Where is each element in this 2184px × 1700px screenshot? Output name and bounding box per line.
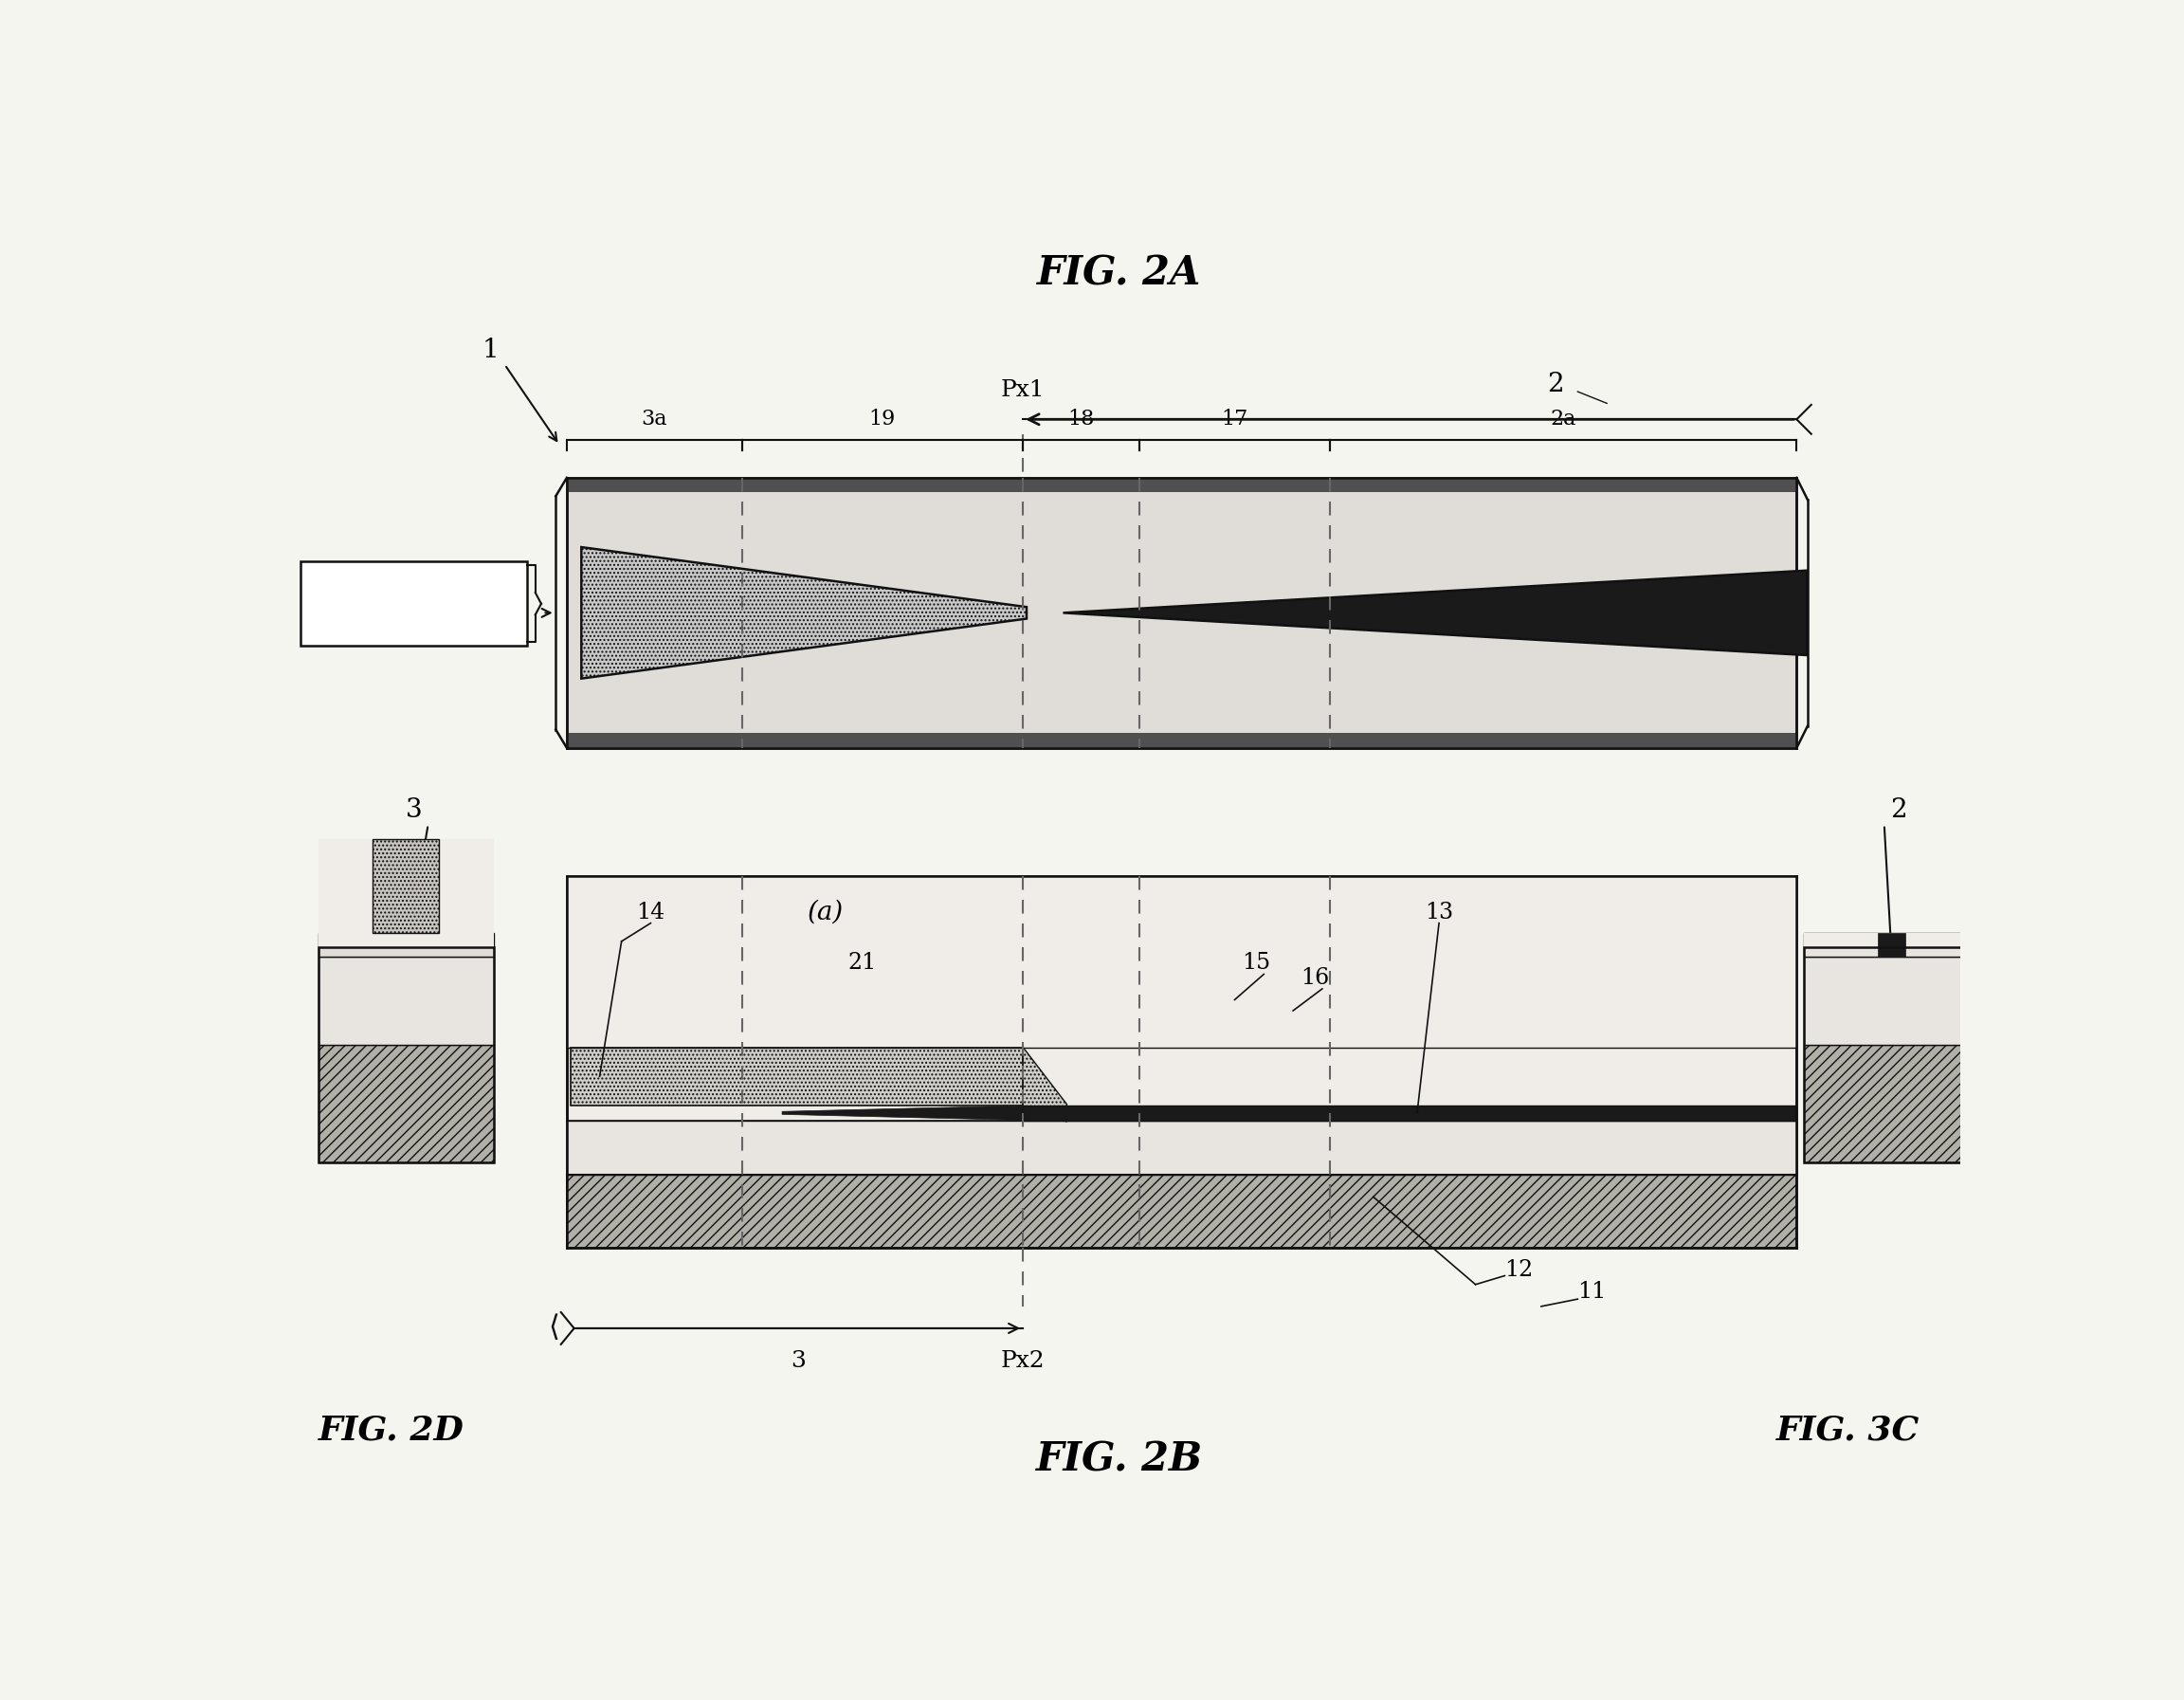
- Bar: [1804, 933, 1979, 947]
- Text: FIG. 3C: FIG. 3C: [1776, 1414, 1920, 1447]
- Bar: [319, 838, 494, 947]
- Text: ⟨: ⟨: [548, 1314, 559, 1343]
- Bar: [319, 933, 494, 957]
- Bar: [568, 876, 1797, 1248]
- Bar: [1804, 1046, 1979, 1163]
- Bar: [1804, 947, 1979, 1163]
- Bar: [319, 947, 494, 1163]
- Bar: [570, 1047, 1022, 1105]
- Text: 18: 18: [1068, 410, 1094, 430]
- Text: FIG. 2B: FIG. 2B: [1035, 1440, 1203, 1479]
- Bar: [319, 957, 494, 1046]
- Text: FIG. 2D: FIG. 2D: [319, 1414, 465, 1447]
- Bar: [568, 478, 1797, 748]
- Text: Px2: Px2: [1000, 1350, 1046, 1372]
- Bar: [568, 876, 1797, 1047]
- Text: OPTICAL FIBER: OPTICAL FIBER: [347, 607, 478, 622]
- Bar: [1878, 933, 1904, 957]
- Text: 14: 14: [636, 901, 666, 923]
- Bar: [1804, 957, 1979, 1046]
- Text: 2: 2: [1548, 372, 1564, 398]
- Polygon shape: [1022, 1047, 1066, 1122]
- Text: Px1: Px1: [1000, 379, 1044, 401]
- Polygon shape: [1064, 571, 1806, 654]
- Bar: [301, 561, 526, 646]
- Text: 2a: 2a: [1551, 410, 1577, 430]
- Text: 11: 11: [1577, 1280, 1607, 1302]
- Text: (a): (a): [808, 899, 843, 925]
- Text: 3a: 3a: [642, 410, 668, 430]
- Bar: [568, 1175, 1797, 1248]
- Text: 3: 3: [406, 797, 422, 823]
- Text: 17: 17: [1221, 410, 1247, 430]
- Text: 19: 19: [869, 410, 895, 430]
- Text: FIG. 2A: FIG. 2A: [1037, 253, 1201, 294]
- Text: 2: 2: [1891, 797, 1907, 823]
- Text: 3: 3: [791, 1350, 806, 1372]
- Bar: [1804, 933, 1979, 957]
- Bar: [319, 1046, 494, 1163]
- Bar: [1022, 1105, 1797, 1120]
- Polygon shape: [581, 547, 1026, 678]
- Text: 15: 15: [1243, 952, 1271, 974]
- Text: TO BE COUPLED WITH: TO BE COUPLED WITH: [317, 581, 509, 597]
- Bar: [373, 838, 439, 933]
- Polygon shape: [782, 1105, 1022, 1120]
- Bar: [568, 733, 1797, 748]
- Bar: [568, 1120, 1797, 1175]
- Bar: [568, 478, 1797, 493]
- Text: 21: 21: [847, 952, 876, 974]
- Text: 16: 16: [1302, 967, 1330, 989]
- Text: 12: 12: [1505, 1260, 1533, 1280]
- Text: 1: 1: [483, 337, 498, 362]
- Text: 13: 13: [1424, 901, 1452, 923]
